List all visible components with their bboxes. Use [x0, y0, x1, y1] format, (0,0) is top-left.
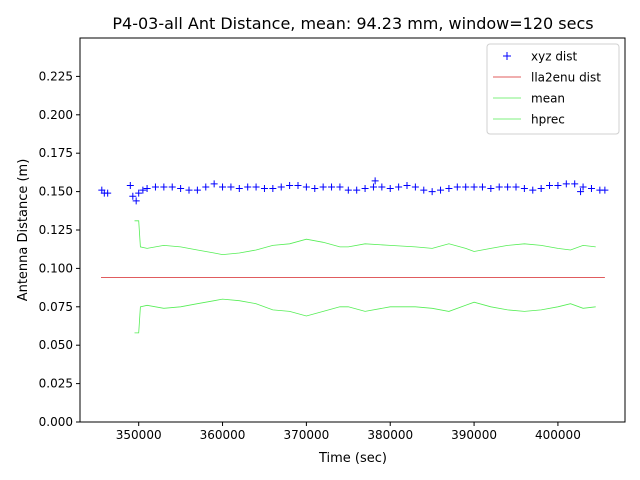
series-xyz-dist-point [302, 183, 310, 191]
series-xyz-dist-point [420, 186, 428, 194]
legend-label: lla2enu dist [531, 71, 601, 85]
y-tick-label: 0.050 [39, 338, 73, 352]
series-xyz-dist-point [361, 185, 369, 193]
series-xyz-dist-point [386, 185, 394, 193]
series-xyz-dist-point [235, 185, 243, 193]
series-xyz-dist-point [504, 183, 512, 191]
series-xyz-dist-point [277, 183, 285, 191]
series-xyz-dist-point [151, 183, 159, 191]
plot-area [98, 177, 609, 334]
y-axis-label: Antenna Distance (m) [16, 159, 31, 302]
series-xyz-dist-point [587, 185, 595, 193]
series-xyz-dist-point [353, 186, 361, 194]
series-xyz-dist-point [428, 188, 436, 196]
series-xyz-dist-point [126, 181, 134, 189]
series-xyz-dist-point [143, 185, 151, 193]
series-xyz-dist-point [185, 186, 193, 194]
series-xyz-dist-point [160, 183, 168, 191]
legend-label: mean [531, 92, 565, 106]
legend-label: hprec [531, 113, 565, 127]
series-xyz-dist-point [202, 183, 210, 191]
x-tick-label: 370000 [283, 428, 329, 442]
series-xyz-dist-point [601, 186, 609, 194]
series-xyz-dist-point [210, 180, 218, 188]
series-xyz-dist-point [562, 180, 570, 188]
legend-label: xyz dist [531, 50, 578, 64]
series-xyz-dist-point [371, 177, 379, 185]
y-tick-label: 0.075 [39, 300, 73, 314]
series-xyz-dist-point [378, 183, 386, 191]
series-xyz-dist-point [336, 183, 344, 191]
series-xyz-dist-point [403, 181, 411, 189]
series-xyz-dist-point [512, 183, 520, 191]
series-xyz-dist-point [252, 183, 260, 191]
series-xyz-dist-point [437, 186, 445, 194]
series-xyz-dist-point [227, 183, 235, 191]
y-tick-label: 0.025 [39, 377, 73, 391]
series-xyz-dist-point [135, 189, 143, 197]
series-xyz-dist-point [244, 183, 252, 191]
y-tick-label: 0.175 [39, 146, 73, 160]
x-axis: 350000 360000 370000 380000 390000 400000 [116, 422, 581, 442]
series-xyz-dist-point [395, 183, 403, 191]
series-xyz-dist-point [344, 186, 352, 194]
series-xyz-dist-point [219, 183, 227, 191]
series-xyz-dist-point [129, 192, 137, 200]
series-xyz-dist-point [319, 183, 327, 191]
x-axis-label: Time (sec) [318, 451, 387, 466]
series-mean-line [134, 220, 596, 256]
y-tick-label: 0.000 [39, 415, 73, 429]
series-xyz-dist-point [487, 185, 495, 193]
series-xyz-dist-point [462, 183, 470, 191]
series-xyz-dist-point [470, 183, 478, 191]
x-tick-label: 360000 [200, 428, 246, 442]
series-xyz-dist-point [311, 185, 319, 193]
series-xyz-dist-point [260, 185, 268, 193]
series-xyz-dist-point [554, 181, 562, 189]
y-tick-label: 0.150 [39, 185, 73, 199]
series-xyz-dist-point [132, 197, 140, 205]
series-xyz-dist-point [193, 186, 201, 194]
series-xyz-dist-point [286, 181, 294, 189]
series-xyz-dist-point [478, 183, 486, 191]
y-axis: 0.000 0.025 0.050 0.075 0.100 0.125 0.150 0.175… [39, 69, 80, 429]
series-xyz-dist-point [445, 185, 453, 193]
series-xyz-dist-point [294, 181, 302, 189]
series-xyz-dist-point [529, 186, 537, 194]
x-tick-label: 390000 [451, 428, 497, 442]
x-tick-label: 400000 [535, 428, 581, 442]
series-xyz-dist-point [104, 189, 112, 197]
chart-title: P4-03-all Ant Distance, mean: 94.23 mm, … [112, 14, 593, 33]
series-xyz-dist-point [520, 185, 528, 193]
y-tick-label: 0.200 [39, 108, 73, 122]
series-xyz-dist-point [579, 183, 587, 191]
series-xyz-dist-point [495, 183, 503, 191]
series-xyz-dist-point [369, 183, 377, 191]
legend-box [486, 43, 620, 135]
series-xyz-dist-point [577, 188, 585, 196]
series-xyz-dist-point [537, 185, 545, 193]
series-xyz-dist-point [177, 185, 185, 193]
series-xyz-dist-point [571, 180, 579, 188]
series-xyz-dist-point [168, 183, 176, 191]
legend-marker [503, 52, 511, 60]
y-tick-label: 0.125 [39, 223, 73, 237]
y-tick-label: 0.225 [39, 69, 73, 83]
series-xyz-dist-point [411, 183, 419, 191]
series-xyz-dist-point [269, 185, 277, 193]
series-xyz-dist-point [139, 186, 147, 194]
legend: xyz dist lla2enu dist mean hprec [486, 43, 620, 135]
y-tick-label: 0.100 [39, 261, 73, 275]
x-tick-label: 380000 [367, 428, 413, 442]
series-xyz-dist-point [546, 181, 554, 189]
series-xyz-dist-point [328, 183, 336, 191]
x-tick-label: 350000 [116, 428, 162, 442]
series-hprec-line [134, 298, 596, 334]
series-xyz-dist-point [453, 183, 461, 191]
